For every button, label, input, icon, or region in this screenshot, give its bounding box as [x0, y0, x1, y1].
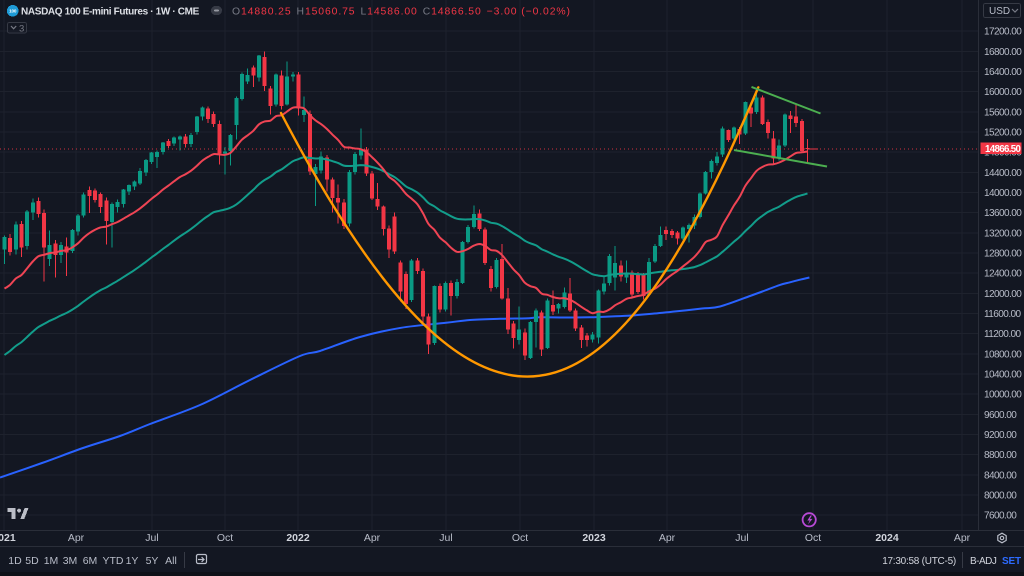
svg-text:10400.00: 10400.00 [984, 370, 1022, 381]
svg-text:8800.00: 8800.00 [984, 450, 1017, 461]
svg-text:SET: SET [1002, 556, 1021, 567]
svg-text:2022: 2022 [286, 532, 310, 544]
svg-text:Oct: Oct [512, 532, 528, 544]
svg-text:Apr: Apr [68, 532, 85, 544]
svg-text:11600.00: 11600.00 [984, 309, 1022, 320]
svg-text:17:30:58 (UTC-5): 17:30:58 (UTC-5) [882, 556, 956, 567]
svg-text:NASDAQ 100 E-mini Futures · 1W: NASDAQ 100 E-mini Futures · 1W · CME [21, 7, 200, 18]
svg-text:6M: 6M [83, 555, 98, 567]
svg-text:2023: 2023 [582, 532, 606, 544]
svg-text:1M: 1M [44, 555, 59, 567]
svg-text:7600.00: 7600.00 [984, 511, 1017, 522]
svg-text:1D: 1D [8, 555, 22, 567]
svg-text:1Y: 1Y [126, 555, 139, 567]
svg-text:11200.00: 11200.00 [984, 329, 1022, 340]
svg-text:16400.00: 16400.00 [984, 67, 1022, 78]
svg-text:Jul: Jul [735, 532, 748, 544]
svg-text:Jul: Jul [145, 532, 158, 544]
svg-text:YTD: YTD [103, 555, 124, 567]
svg-text:Oct: Oct [805, 532, 821, 544]
svg-text:Apr: Apr [954, 532, 971, 544]
svg-text:15200.00: 15200.00 [984, 128, 1022, 139]
svg-text:5D: 5D [25, 555, 39, 567]
svg-text:13200.00: 13200.00 [984, 228, 1022, 239]
svg-text:12800.00: 12800.00 [984, 249, 1022, 260]
svg-text:Apr: Apr [659, 532, 676, 544]
svg-text:13600.00: 13600.00 [984, 208, 1022, 219]
svg-text:16800.00: 16800.00 [984, 47, 1022, 58]
svg-text:8400.00: 8400.00 [984, 470, 1017, 481]
svg-text:5Y: 5Y [146, 555, 159, 567]
svg-text:9200.00: 9200.00 [984, 430, 1017, 441]
svg-text:3M: 3M [63, 555, 78, 567]
svg-text:14866.50: 14866.50 [985, 144, 1020, 155]
svg-text:All: All [165, 555, 177, 567]
svg-text:14400.00: 14400.00 [984, 168, 1022, 179]
svg-text:2024: 2024 [875, 532, 899, 544]
svg-text:Oct: Oct [217, 532, 233, 544]
svg-text:3: 3 [19, 24, 24, 35]
svg-text:15600.00: 15600.00 [984, 107, 1022, 118]
svg-text:12000.00: 12000.00 [984, 289, 1022, 300]
svg-text:17200.00: 17200.00 [984, 27, 1022, 38]
svg-text:USD: USD [989, 6, 1010, 17]
svg-text:14000.00: 14000.00 [984, 188, 1022, 199]
svg-text:9600.00: 9600.00 [984, 410, 1017, 421]
svg-text:16000.00: 16000.00 [984, 87, 1022, 98]
svg-text:10800.00: 10800.00 [984, 349, 1022, 360]
svg-text:12400.00: 12400.00 [984, 269, 1022, 280]
svg-text:8000.00: 8000.00 [984, 491, 1017, 502]
svg-text:B-ADJ: B-ADJ [970, 556, 997, 567]
svg-text:Apr: Apr [364, 532, 381, 544]
svg-text:Jul: Jul [439, 532, 452, 544]
svg-text:100: 100 [9, 9, 17, 14]
svg-text:10000.00: 10000.00 [984, 390, 1022, 401]
svg-text:2021: 2021 [0, 532, 16, 544]
